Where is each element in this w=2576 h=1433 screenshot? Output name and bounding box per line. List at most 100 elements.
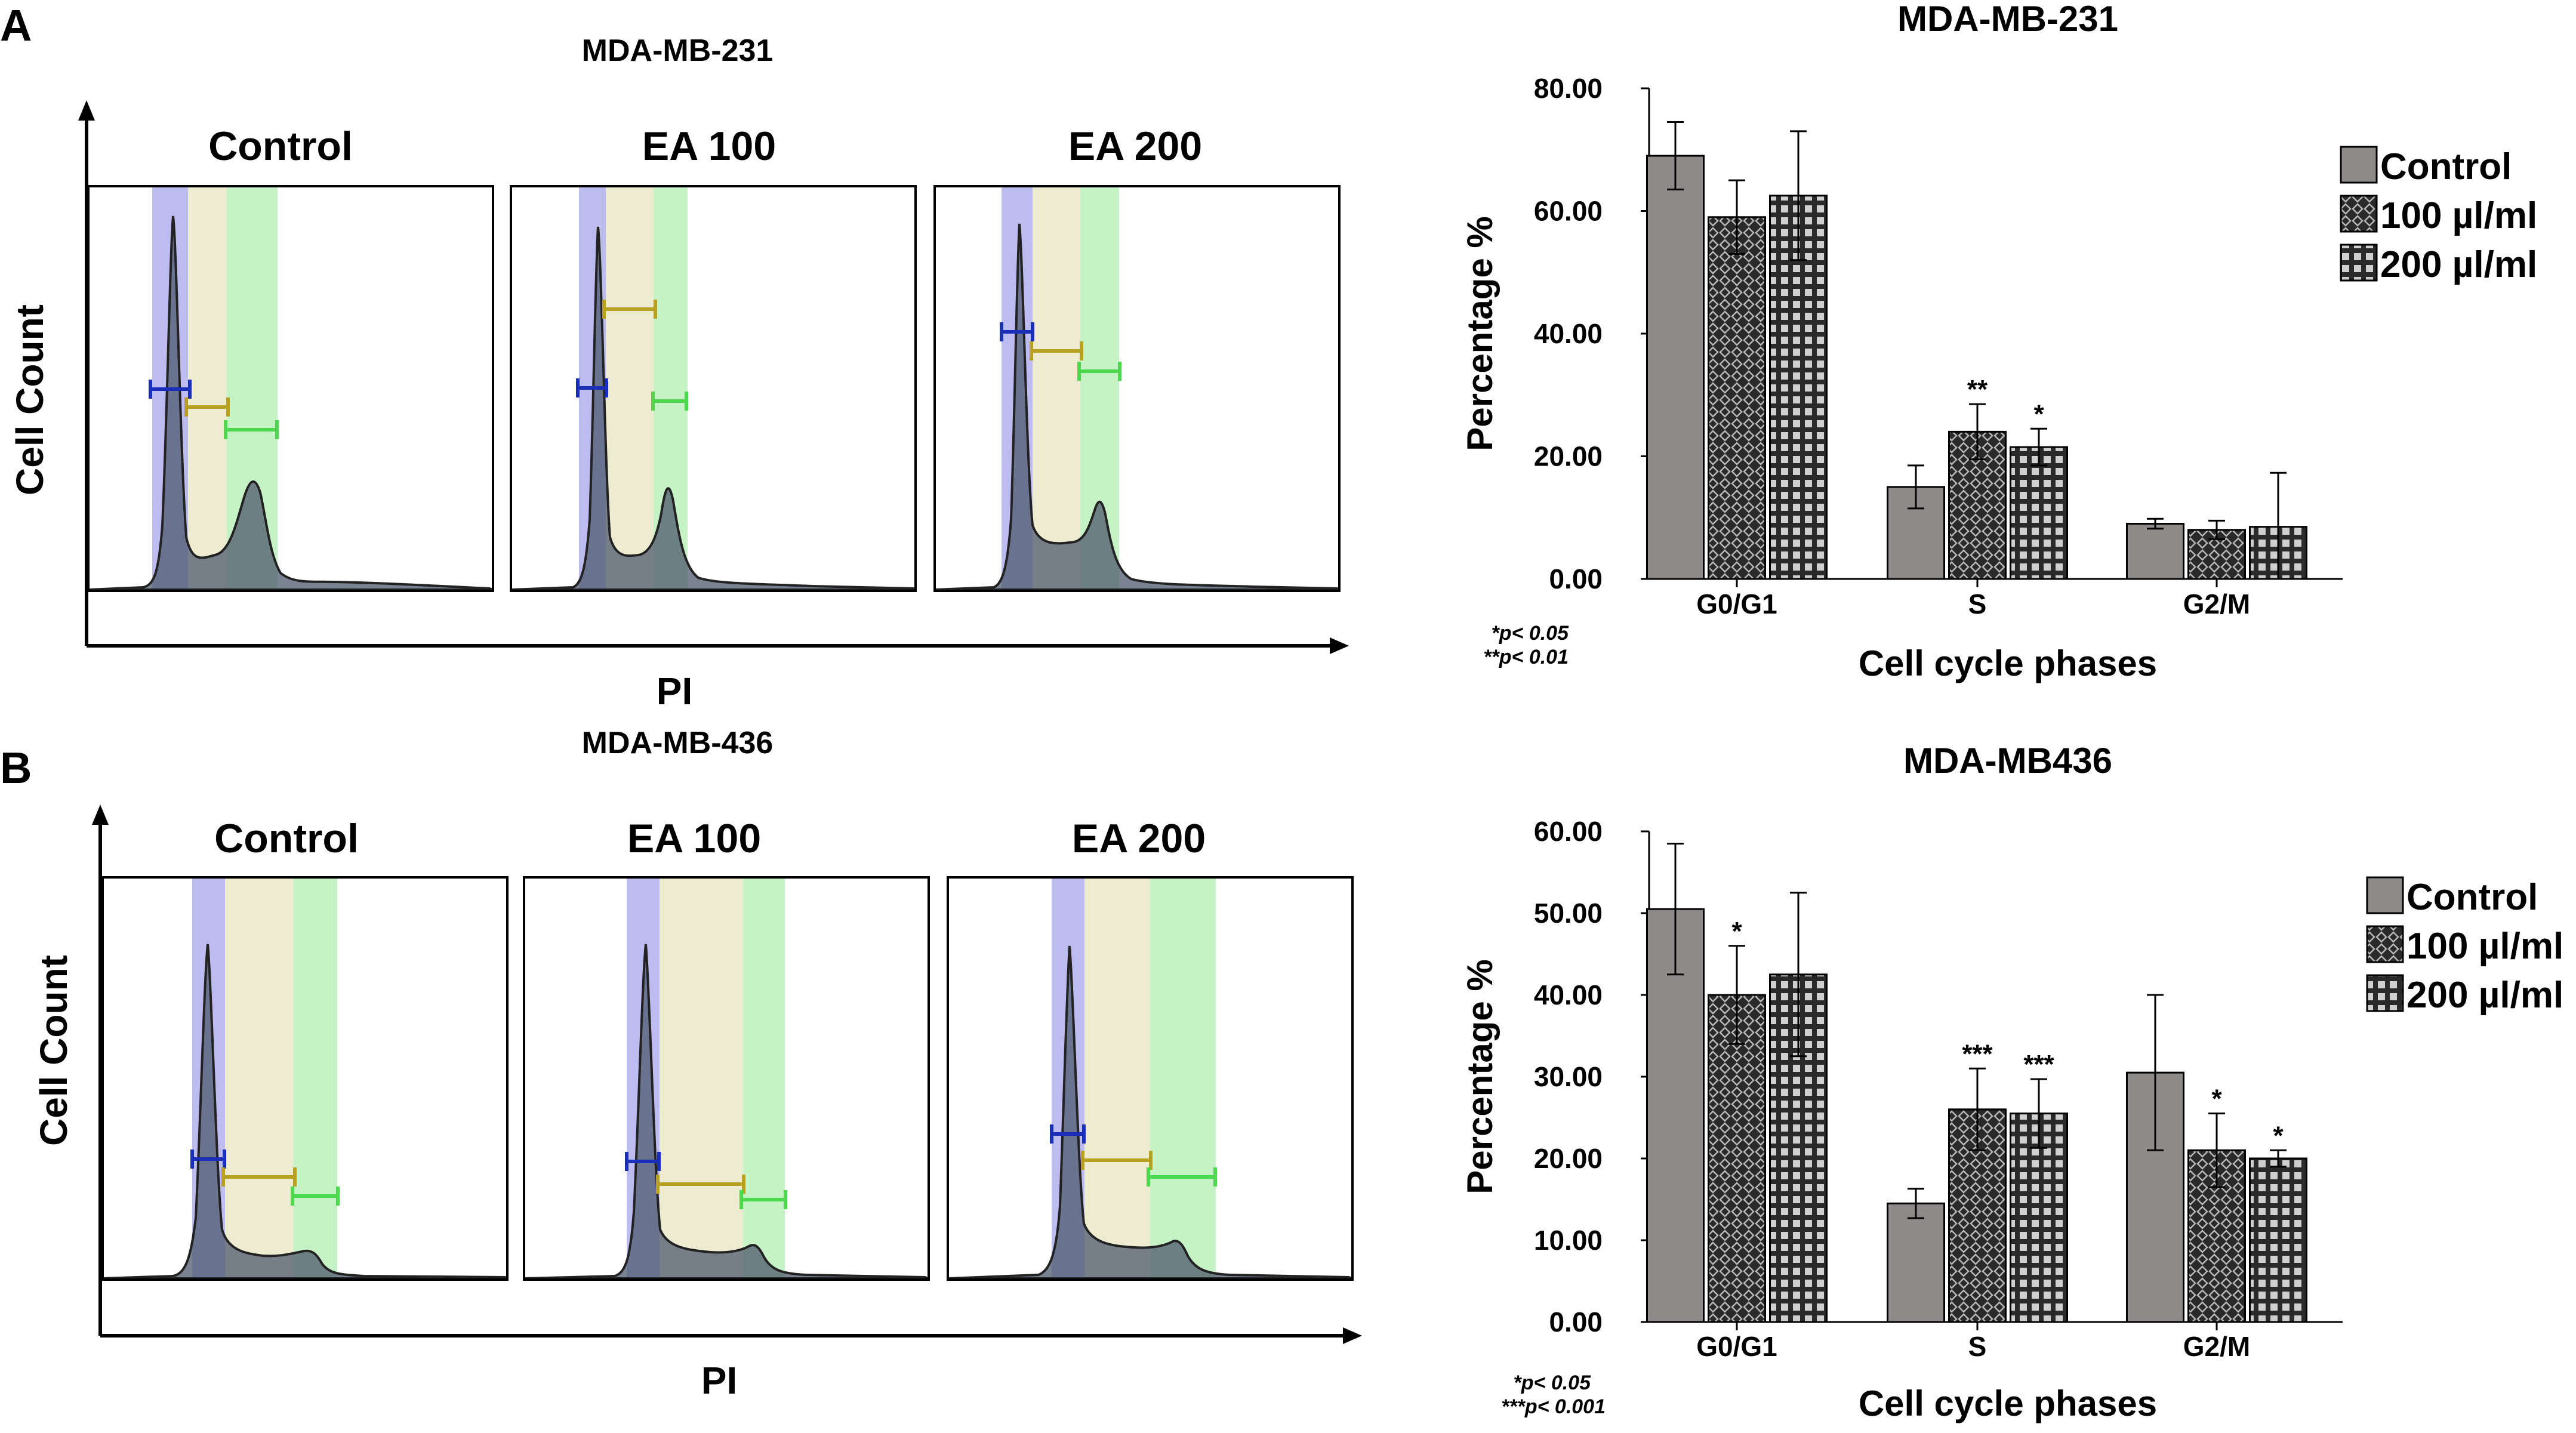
marker-g2m [651,392,688,411]
significance-stars: * [1731,917,1742,946]
significance-stars: * [2211,1084,2222,1114]
gate-s [225,877,294,1280]
panel-b-histogram-xlabel: PI [701,1359,737,1402]
panel-b-histogram-label-control: Control [214,816,359,861]
legend-swatch [2366,876,2404,914]
bar-chart-mda-mb-231: MDA-MB-231 0.00 20.00 40.00 60.00 80.00 Percen… [1460,0,2537,683]
panel-b-histogram-ylabel: Cell Count [32,955,75,1146]
x-tick-label: S [1968,588,1987,620]
panel-a-histogram-xlabel: PI [657,670,692,713]
y-tick-label: 30.00 [1534,1061,1603,1092]
panel-a-histogram-label-ea200: EA 200 [1068,124,1202,169]
histogram-a-ea100 [510,185,917,592]
x-axis-label: Cell cycle phases [1859,643,2157,683]
histogram-curve [934,223,1340,591]
panel-b-footnote: *p< 0.05 ***p< 0.001 [1501,1372,1606,1418]
significance-stars: * [2273,1121,2284,1150]
significance-stars: * [2033,399,2044,429]
legend-swatch [2366,925,2404,963]
panel-b-histogram-title: MDA-MB-436 [582,726,774,760]
histogram-frame [523,876,930,1281]
footnote-line-2: ***p< 0.001 [1501,1395,1606,1418]
y-tick-label: 80.00 [1534,73,1603,104]
panel-a-x-axis [87,637,1349,654]
histogram-frame [947,876,1354,1281]
legend-label: 100 µl/ml [2406,926,2563,967]
y-tick-label: 40.00 [1534,318,1603,349]
histogram-curve [523,944,928,1280]
bar [1646,908,1705,1323]
panel-b-letter: B [0,743,32,793]
legend-label: Control [2380,146,2512,187]
gate-s [660,877,743,1280]
gate-s [1084,877,1150,1280]
panel-a-letter: A [0,1,32,50]
significance-stars: ** [1967,375,1988,404]
marker-g0g1 [190,1150,226,1169]
panel-b-histogram-label-ea100: EA 100 [627,816,761,861]
histogram-frame [510,185,917,592]
gate-s [1033,186,1080,591]
footnote-line-1: *p< 0.05 [1514,1372,1592,1394]
bar [2249,1157,2307,1323]
panel-a-histogram-ylabel: Cell Count [8,304,51,495]
histogram-a-control [87,185,494,592]
bar-chart-mda-mb436: MDA-MB436 0.00 10.00 20.00 30.00 40.00 50.00 60… [1460,741,2563,1423]
x-tick-label: G2/M [2183,1331,2250,1362]
marker-g2m [291,1187,340,1206]
marker-g0g1 [576,378,608,397]
footnote-line-1: *p< 0.05 [1492,622,1570,645]
bar [1708,216,1766,580]
legend-swatch [2340,195,2378,233]
y-tick-label: 40.00 [1534,979,1603,1010]
marker-g0g1 [1000,322,1034,341]
histogram-b-ea200 [947,876,1354,1281]
legend-label: 100 µl/ml [2380,195,2537,236]
significance-stars: *** [1962,1039,1993,1068]
histogram-curve [88,215,494,591]
y-tick-label: 0.00 [1549,563,1603,594]
footnote-line-2: **p< 0.01 [1483,646,1569,668]
panel-a-footnote: *p< 0.05 **p< 0.01 [1483,622,1569,668]
y-tick-label: 20.00 [1534,441,1603,472]
y-tick-label: 10.00 [1534,1225,1603,1256]
gate-s [606,186,654,591]
histogram-frame [87,185,494,592]
panel-a-histogram-title: MDA-MB-231 [582,33,774,68]
panel-a-histogram-label-control: Control [208,124,353,169]
panel-a-histogram-label-ea100: EA 100 [642,124,776,169]
histogram-frame [101,876,509,1281]
legend-swatch [2366,974,2404,1012]
significance-stars: *** [2023,1050,2054,1079]
histogram-curve [510,226,916,591]
marker-s [184,397,230,417]
legend-label: 200 µl/ml [2406,975,2563,1016]
y-tick-label: 60.00 [1534,196,1603,227]
panel-b-histogram-label-ea200: EA 200 [1072,816,1206,861]
x-axis-label: Cell cycle phases [1859,1383,2157,1423]
gate-s [188,186,227,591]
marker-s [1081,1151,1153,1170]
legend-swatch [2340,244,2378,282]
legend-swatch [2340,146,2378,184]
marker-s [602,300,657,319]
bar [1708,994,1766,1323]
histogram-b-ea100 [523,876,930,1281]
histogram-curve [947,945,1352,1280]
x-tick-label: S [1968,1331,1987,1362]
marker-g0g1 [625,1152,661,1171]
marker-g2m [1077,362,1121,381]
gate-g2m [294,877,337,1280]
marker-g0g1 [1050,1124,1086,1144]
histogram-b-control [101,876,509,1281]
panel-a-histograms: A MDA-MB-231 PI Cell Count Control EA 10… [0,1,1349,713]
panel-b-x-axis [100,1327,1362,1344]
panel-b-histograms: B MDA-MB-436 PI Cell Count Control EA 10… [0,726,1362,1402]
x-tick-label: G0/G1 [1696,588,1777,620]
marker-g0g1 [149,380,192,399]
panel-b-y-axis [92,805,109,1336]
y-tick-label: 0.00 [1549,1306,1603,1338]
y-tick-label: 60.00 [1534,816,1603,847]
histogram-a-ea200 [933,185,1341,592]
